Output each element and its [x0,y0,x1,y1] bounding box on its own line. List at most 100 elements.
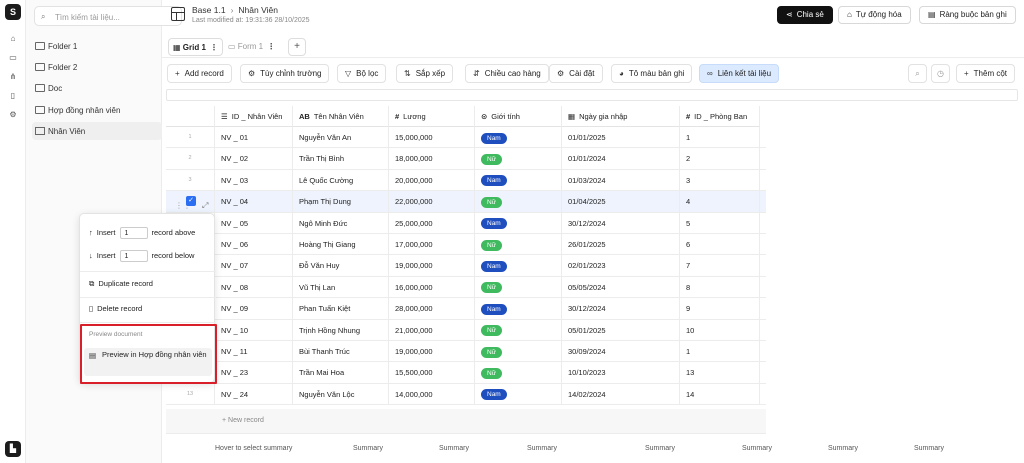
logo-icon[interactable]: S [5,4,21,20]
cell-id[interactable]: NV _ 03 [215,169,293,191]
profile-icon[interactable]: ▙ [5,441,21,457]
cell-salary[interactable]: 19,000,000 [389,341,475,362]
summary-extra-2[interactable]: Summary [828,445,858,452]
summary-hint[interactable]: Hover to select summary [215,445,293,452]
cell-date[interactable]: 01/01/2025 [562,127,680,148]
cell-id[interactable]: NV _ 24 [215,383,293,405]
cell-dept[interactable]: 8 [680,276,760,298]
cell-name[interactable]: Hoàng Thị Giang [293,234,389,255]
row-number[interactable]: 3 [166,169,215,191]
column-header-id[interactable]: ☰ ID _ Nhân Viên [215,106,293,127]
cell-salary[interactable]: 15,500,000 [389,362,475,384]
add-column-button[interactable]: + Thêm cột [956,64,1016,83]
cell-date[interactable]: 14/02/2024 [562,383,680,405]
cell-id[interactable]: NV _ 11 [215,341,293,362]
insert-above-item[interactable]: ↑ Insert 1 record above [80,223,216,243]
row-height-button[interactable]: ⇵ Chiều cao hàng [465,64,549,83]
cell-dept[interactable]: 6 [680,234,760,255]
cell-dept[interactable]: 2 [680,148,760,170]
sidebar-item-doc[interactable]: Doc [32,79,162,97]
cell-gender[interactable]: Nữ [475,341,562,362]
cell-date[interactable]: 10/10/2023 [562,362,680,384]
insert-below-item[interactable]: ↓ Insert 1 record below [80,246,216,266]
cell-salary[interactable]: 16,000,000 [389,276,475,298]
cell-id[interactable]: NV _ 09 [215,298,293,320]
cell-dept[interactable]: 7 [680,255,760,277]
link-document-button[interactable]: ∞ Liên kết tài liệu [699,64,780,83]
row-number[interactable]: ⋮⋮ ✓ ⤢ [166,191,215,213]
color-records-button[interactable]: ◕ Tô màu bản ghi [611,64,693,83]
cell-date[interactable]: 30/12/2024 [562,298,680,320]
share-button[interactable]: ⋖ Chia sẻ [777,6,833,24]
cell-salary[interactable]: 21,000,000 [389,319,475,341]
cell-date[interactable]: 02/01/2023 [562,255,680,277]
cell-date[interactable]: 30/09/2024 [562,341,680,362]
more-icon[interactable]: ⋮ [209,43,218,52]
filter-bar[interactable] [166,89,1018,101]
cell-gender[interactable]: Nữ [475,276,562,298]
column-header-name[interactable]: AB Tên Nhân Viên [293,106,389,127]
cell-id[interactable]: NV _ 05 [215,212,293,234]
table-row[interactable]: 2 NV _ 02 Trần Thị Bình 18,000,000 Nữ 01/01/2… [166,148,766,170]
sidebar-item-folder-1[interactable]: Folder 1 [32,37,162,55]
delete-record-item[interactable]: ▯ Delete record [80,299,216,319]
cell-salary[interactable]: 18,000,000 [389,148,475,170]
cell-id[interactable]: NV _ 01 [215,127,293,148]
column-header-salary[interactable]: # Lương [389,106,475,127]
cell-dept[interactable]: 1 [680,341,760,362]
summary-salary[interactable]: Summary [353,445,383,452]
cell-gender[interactable]: Nữ [475,319,562,341]
cell-name[interactable]: Lê Quốc Cường [293,169,389,191]
cell-id[interactable]: NV _ 08 [215,276,293,298]
cell-name[interactable]: Nguyễn Văn An [293,127,389,148]
cell-date[interactable]: 26/01/2025 [562,234,680,255]
preview-document-item[interactable]: ▤ Preview in Hợp đồng nhân viên [84,348,212,376]
cell-name[interactable]: Đỗ Văn Huy [293,255,389,277]
cell-date[interactable]: 01/01/2024 [562,148,680,170]
more-icon[interactable]: ⋮ [267,42,276,51]
cell-name[interactable]: Trần Mai Hoa [293,362,389,384]
cell-gender[interactable]: Nữ [475,234,562,255]
cell-salary[interactable]: 19,000,000 [389,255,475,277]
history-icon[interactable]: ◷ [931,64,950,83]
cell-date[interactable]: 05/01/2025 [562,319,680,341]
cell-gender[interactable]: Nam [475,298,562,320]
cell-dept[interactable]: 13 [680,362,760,384]
search-icon[interactable]: ⌕ [908,64,927,83]
cell-name[interactable]: Phạm Thị Dung [293,191,389,213]
filter-button[interactable]: ▽ Bộ lọc [337,64,387,83]
cell-dept[interactable]: 3 [680,169,760,191]
cell-dept[interactable]: 5 [680,212,760,234]
row-number[interactable]: 2 [166,148,215,170]
cell-name[interactable]: Phan Tuấn Kiệt [293,298,389,320]
summary-extra-3[interactable]: Summary [914,445,944,452]
settings-icon[interactable]: ⚙ [9,110,17,119]
row-number[interactable]: 13 [166,383,215,405]
cell-dept[interactable]: 14 [680,383,760,405]
summary-extra[interactable]: Summary [742,445,772,452]
cell-id[interactable]: NV _ 23 [215,362,293,384]
cell-gender[interactable]: Nữ [475,191,562,213]
column-header-dept[interactable]: # ID _ Phòng Ban [680,106,760,127]
record-constraints-button[interactable]: ▤ Ràng buộc bản ghi [919,6,1016,24]
cell-date[interactable]: 30/12/2024 [562,212,680,234]
cell-gender[interactable]: Nam [475,169,562,191]
cell-date[interactable]: 05/05/2024 [562,276,680,298]
cell-salary[interactable]: 14,000,000 [389,383,475,405]
customize-fields-button[interactable]: ⚙ Tùy chỉnh trường [240,64,330,83]
cell-gender[interactable]: Nam [475,255,562,277]
cell-gender[interactable]: Nữ [475,362,562,384]
cell-gender[interactable]: Nam [475,212,562,234]
breadcrumb-base[interactable]: Base 1.1 [192,5,226,15]
cell-id[interactable]: NV _ 06 [215,234,293,255]
cell-gender[interactable]: Nam [475,127,562,148]
drag-handle-icon[interactable]: ⋮⋮ [175,201,191,211]
expand-icon[interactable]: ⤢ [202,201,209,211]
sidebar-item-hop-dong[interactable]: Hợp đồng nhân viên [32,101,162,119]
